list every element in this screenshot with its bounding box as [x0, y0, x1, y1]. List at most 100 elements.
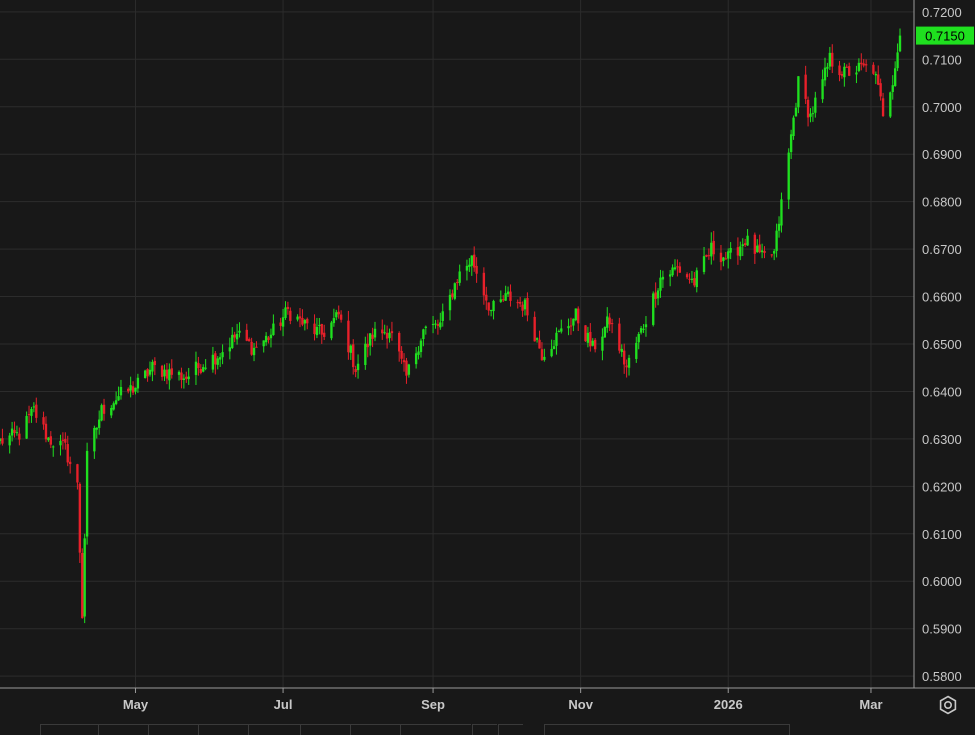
candle-body	[405, 360, 408, 376]
candle-body	[797, 76, 800, 108]
candle-body	[119, 386, 123, 396]
candle-body	[352, 344, 355, 368]
candle-body	[826, 66, 829, 69]
candle-body	[555, 332, 558, 346]
candle-body	[465, 265, 469, 271]
candle-body	[320, 324, 323, 335]
y-tick-label: 0.7200	[922, 5, 962, 20]
candle-body	[286, 306, 290, 309]
candle-body	[881, 98, 885, 117]
candle-body	[770, 254, 773, 256]
candle-body	[567, 326, 570, 329]
candle-body	[264, 335, 268, 343]
chart-settings-button[interactable]	[934, 692, 962, 718]
candle-body	[606, 316, 609, 328]
candle-body	[76, 464, 79, 483]
candle-body	[821, 79, 824, 100]
candle-body	[306, 318, 309, 324]
candle-body	[637, 333, 640, 343]
candle-body	[148, 369, 152, 375]
candle-body	[623, 350, 626, 365]
candle-body	[112, 403, 115, 410]
candle-body	[35, 404, 38, 418]
y-tick-label: 0.6900	[922, 147, 962, 162]
y-tick-label: 0.6800	[922, 195, 962, 210]
candle-body	[668, 274, 672, 277]
candle-body	[862, 63, 865, 66]
candle-body	[424, 326, 427, 328]
candle-body	[639, 328, 643, 333]
candle-body	[134, 387, 137, 392]
candle-body	[364, 343, 367, 365]
candle-body	[780, 199, 783, 226]
candle-body	[773, 251, 776, 254]
candle-body	[550, 348, 553, 357]
candle-body	[388, 332, 391, 339]
toolbar-segment[interactable]	[472, 724, 497, 735]
candle-body	[434, 323, 437, 325]
candle-body	[603, 327, 607, 338]
candle-body	[323, 332, 326, 337]
candle-body	[676, 266, 679, 268]
toolbar-segment[interactable]	[40, 724, 99, 735]
candle-body	[719, 252, 723, 263]
toolbar-segment[interactable]	[248, 724, 301, 735]
candle-body	[661, 276, 665, 280]
candle-body	[414, 353, 418, 365]
candle-body	[238, 330, 241, 333]
candle-body	[591, 340, 594, 346]
candle-body	[231, 334, 234, 349]
candle-body	[390, 331, 394, 334]
candle-body	[618, 323, 621, 351]
candle-body	[475, 265, 478, 274]
candle-body	[448, 294, 452, 311]
candle-body	[485, 294, 488, 301]
candle-body	[707, 255, 711, 257]
candle-body	[197, 363, 200, 369]
candle-body	[332, 318, 336, 324]
toolbar-segment[interactable]	[400, 724, 471, 735]
toolbar-segment[interactable]	[148, 724, 199, 735]
candle-body	[451, 293, 454, 298]
x-tick-label: Mar	[859, 697, 882, 712]
candle-body	[685, 274, 689, 278]
candle-body	[760, 250, 764, 253]
candle-body	[153, 360, 157, 366]
candle-body	[654, 292, 657, 299]
toolbar-segment[interactable]	[350, 724, 401, 735]
toolbar-segment[interactable]	[198, 724, 249, 735]
candle-body	[722, 257, 725, 262]
y-tick-label: 0.6500	[922, 337, 962, 352]
candle-body	[284, 307, 287, 318]
candle-body	[828, 52, 832, 67]
candle-body	[535, 338, 539, 340]
y-tick-label: 0.6700	[922, 242, 962, 257]
candle-body	[526, 297, 529, 316]
candle-body	[44, 423, 48, 440]
x-axis-tick-labels: May Jul Sep Nov 2026 Mar	[123, 697, 883, 712]
candle-body	[95, 427, 98, 430]
toolbar-segment[interactable]	[98, 724, 149, 735]
candle-body	[83, 538, 86, 617]
toolbar-segment[interactable]	[544, 724, 790, 735]
candle-body	[702, 256, 706, 272]
candle-body	[509, 291, 512, 301]
toolbar-segment[interactable]	[300, 724, 351, 735]
y-tick-label: 0.6000	[922, 574, 962, 589]
candle-body	[436, 324, 440, 326]
candle-body	[185, 376, 188, 379]
candle-body	[371, 334, 374, 339]
candle-body	[814, 97, 817, 113]
candle-body	[117, 396, 120, 401]
candle-body	[712, 240, 715, 255]
candle-body	[61, 439, 65, 441]
candle-body	[473, 254, 476, 268]
candle-body	[705, 254, 708, 257]
candle-body	[339, 314, 343, 320]
candle-body	[216, 358, 219, 365]
candle-body	[279, 322, 282, 326]
candle-body	[235, 333, 239, 340]
toolbar-segment[interactable]	[498, 724, 523, 735]
candle-body	[601, 336, 604, 351]
